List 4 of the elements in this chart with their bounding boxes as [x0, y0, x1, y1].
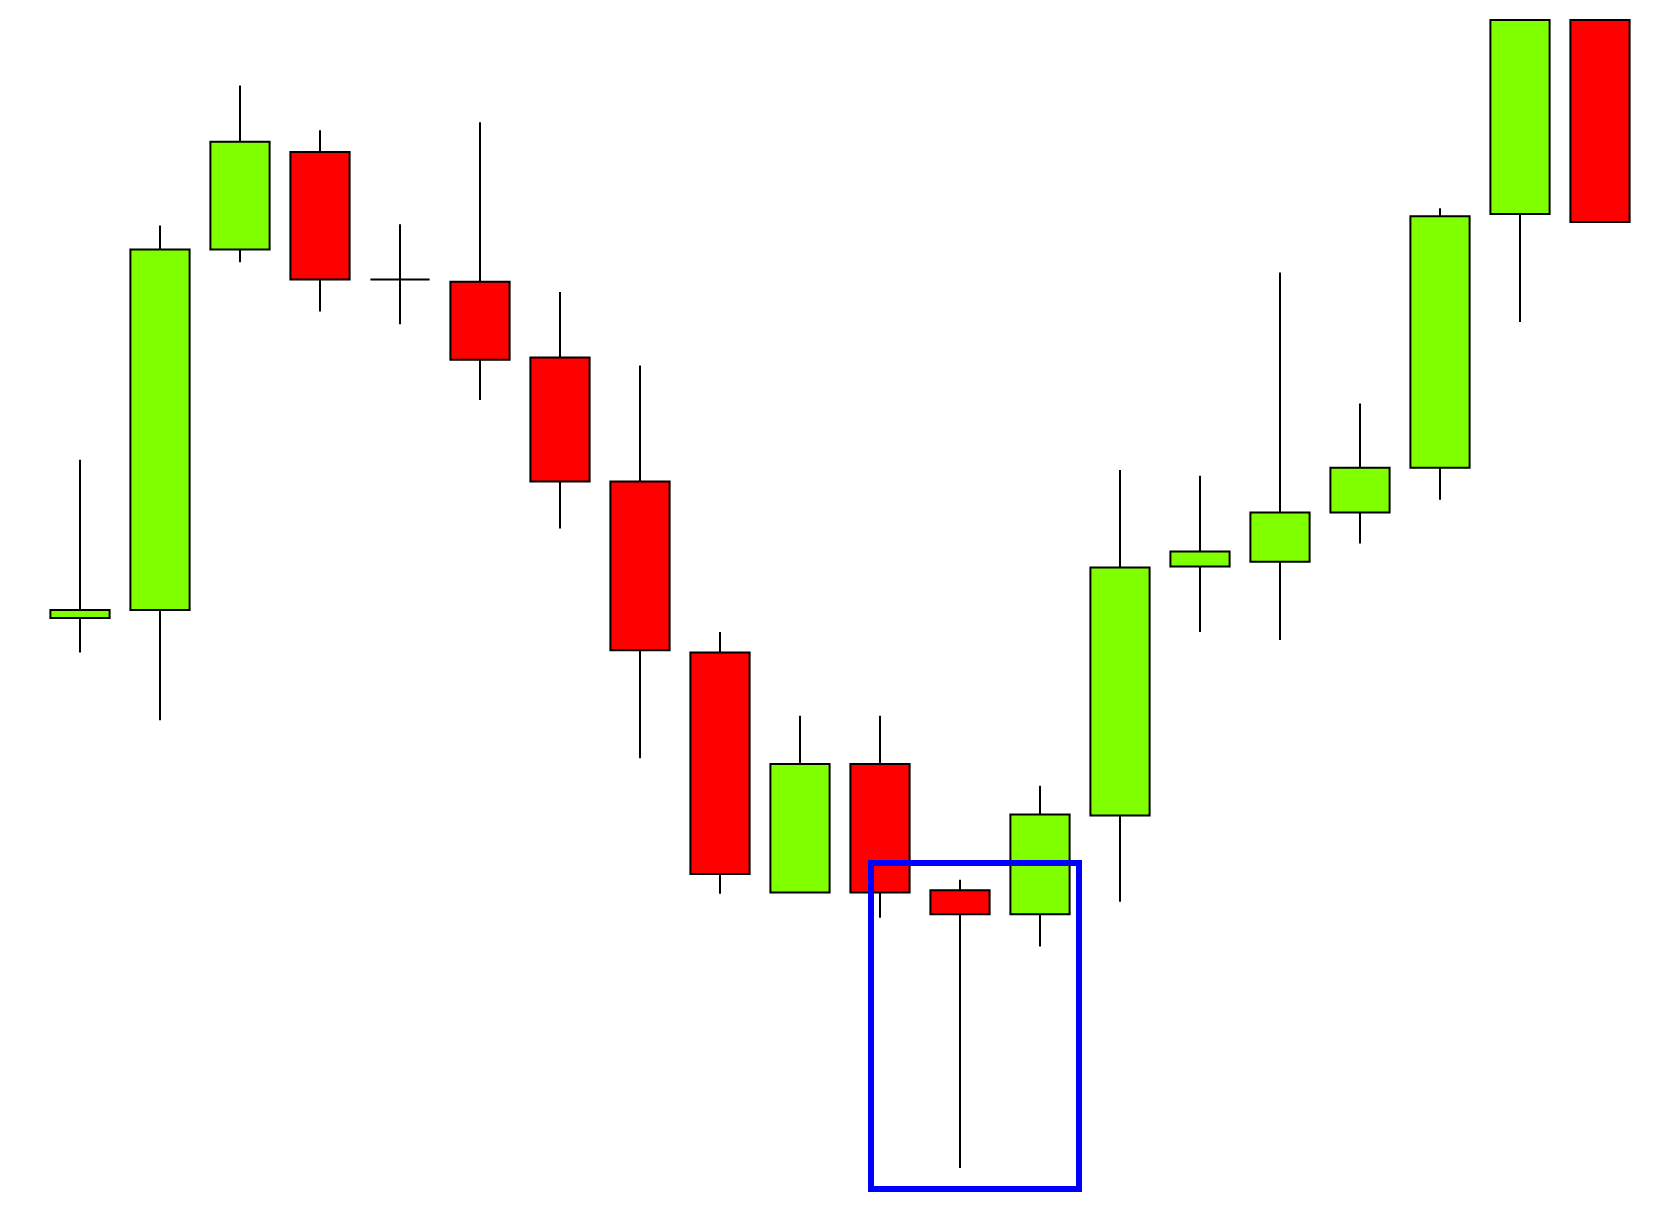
candlestick — [49, 458, 111, 654]
candlestick — [369, 223, 431, 326]
candlestick — [929, 878, 991, 1169]
candlestick — [1169, 474, 1231, 633]
